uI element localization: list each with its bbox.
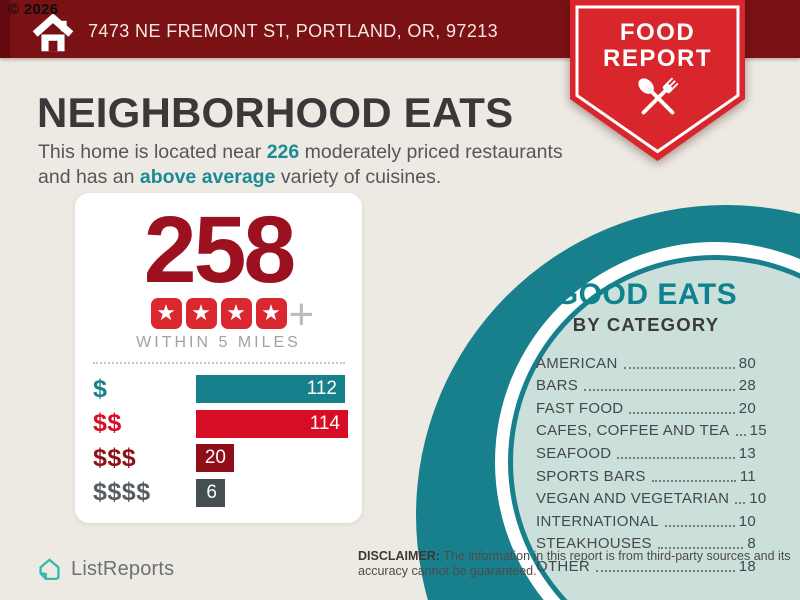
- spoon-fork-icon: [638, 77, 679, 115]
- category-row: INTERNATIONAL 10: [536, 507, 756, 530]
- category-row: STEAKHOUSES 8: [536, 530, 756, 553]
- dotted-leader: [629, 411, 735, 414]
- dotted-leader: [651, 479, 736, 482]
- dotted-leader: [657, 547, 744, 550]
- good-eats-subtitle: BY CATEGORY: [572, 314, 720, 335]
- category-value: 8: [747, 535, 756, 553]
- category-row: OTHER 18: [536, 552, 756, 575]
- category-value: 28: [738, 377, 756, 395]
- price-tier-label: $$: [93, 409, 122, 437]
- good-eats-title: GOOD EATS: [554, 278, 738, 311]
- price-tier-label: $$$$: [93, 478, 151, 506]
- dotted-leader: [596, 569, 735, 572]
- header-left-edge: [0, 0, 10, 58]
- category-label: SEAFOOD: [536, 444, 612, 462]
- dotted-leader: [623, 366, 735, 369]
- price-tier-row: $112: [93, 375, 348, 403]
- dotted-leader: [664, 524, 735, 527]
- category-row: AMERICAN 80: [536, 349, 756, 372]
- category-value: 13: [738, 444, 756, 462]
- category-label: CAFES, COFFEE AND TEA: [536, 422, 730, 440]
- category-row: FAST FOOD 20: [536, 394, 756, 417]
- category-value: 15: [749, 422, 767, 440]
- variety-highlight: above average: [139, 166, 276, 188]
- listreports-logo: ListReports: [36, 556, 174, 583]
- dotted-divider: [93, 362, 345, 364]
- home-icon: [32, 14, 74, 52]
- intro-lead-2: moderately priced restaurants and has an: [38, 141, 563, 188]
- price-tier-label: $$$: [93, 443, 137, 472]
- category-value: 80: [738, 354, 756, 372]
- star-rating: ★ ★ ★ ★ +: [75, 290, 362, 339]
- disclaimer-label: DISCLAIMER:: [358, 549, 440, 563]
- bar-fill: 6: [196, 478, 225, 507]
- dotted-leader: [584, 389, 735, 392]
- radius-caption: WITHIN 5 MILES: [136, 334, 301, 351]
- intro-text: This home is located near 226 moderately…: [38, 140, 586, 190]
- copyright-text: © 2026: [8, 1, 59, 18]
- star-icon: ★: [156, 301, 176, 326]
- intro-lead-3: variety of cuisines.: [275, 166, 442, 188]
- brand-name: ListReports: [71, 558, 175, 580]
- star-badge-icon: ★: [185, 298, 217, 329]
- badge-line-report: REPORT: [602, 45, 712, 72]
- disclaimer-text: The information in this report is from t…: [358, 549, 791, 578]
- star-badge-icon: ★: [255, 298, 287, 329]
- category-row: VEGAN AND VEGETARIAN 10: [536, 485, 766, 508]
- dotted-leader: [735, 502, 746, 505]
- food-report-badge: FOOD REPORT: [570, 0, 745, 166]
- page-title: NEIGHBORHOOD EATS: [37, 89, 514, 136]
- category-label: SPORTS BARS: [536, 467, 646, 485]
- category-list: AMERICAN 80 BARS 28 FAST FOOD 20 CAFES, COFFEE…: [536, 349, 767, 575]
- badge-title: FOOD REPORT: [570, 20, 745, 72]
- restaurant-count: 226: [266, 141, 300, 163]
- category-row: SEAFOOD 13: [536, 439, 756, 462]
- bar-fill: 20: [196, 444, 234, 472]
- price-tier-bar-chart: $112 $$ 114 $$$ 20 $$$$ 6: [93, 375, 348, 507]
- star-icon: ★: [261, 301, 281, 326]
- category-label: INTERNATIONAL: [536, 512, 659, 530]
- category-label: AMERICAN: [536, 354, 618, 372]
- star-badge-icon: ★: [220, 298, 252, 329]
- category-row: SPORTS BARS 11: [536, 462, 756, 485]
- price-tier-row: $$ 114: [93, 409, 348, 438]
- disclaimer: DISCLAIMER: The information in this repo…: [358, 549, 800, 578]
- badge-line-food: FOOD: [619, 19, 696, 46]
- category-label: OTHER: [536, 557, 590, 575]
- star-badge-icon: ★: [150, 298, 182, 329]
- intro-lead-1: This home is located near: [38, 141, 267, 163]
- category-value: 10: [749, 490, 767, 508]
- price-tier-row: $$$ 20: [93, 444, 348, 472]
- listreports-house-icon: [39, 558, 60, 580]
- bar-track: 112: [196, 375, 348, 403]
- good-eats-panel: GOOD EATS BY CATEGORY AMERICAN 80 BARS 28 FA…: [536, 278, 767, 575]
- total-restaurant-count: 258: [143, 197, 297, 303]
- ribbon-shape: [570, 0, 745, 161]
- dotted-leader: [617, 456, 735, 459]
- plus-sign: +: [288, 290, 315, 339]
- bar-fill: 112: [196, 375, 345, 403]
- dotted-leader: [735, 434, 746, 437]
- category-value: 10: [738, 512, 756, 530]
- category-label: VEGAN AND VEGETARIAN: [536, 490, 730, 508]
- bar-track: 6: [196, 478, 348, 507]
- summary-card: 258 ★ ★ ★ ★ + WITHIN 5 MILES $112 $$ 114 $$$ 20 $…: [75, 193, 362, 523]
- bar-track: 114: [196, 409, 348, 438]
- star-icon: ★: [191, 301, 211, 326]
- category-value: 11: [739, 467, 756, 485]
- category-label: STEAKHOUSES: [536, 535, 652, 553]
- price-tier-label: $: [93, 374, 108, 403]
- category-value: 20: [738, 399, 756, 417]
- category-row: BARS 28: [536, 372, 756, 395]
- star-icon: ★: [226, 301, 246, 326]
- category-label: BARS: [536, 377, 579, 395]
- property-address: 7473 NE FREMONT ST, PORTLAND, OR, 97213: [88, 21, 499, 41]
- bar-fill: 114: [196, 409, 348, 438]
- price-tier-row: $$$$ 6: [93, 478, 348, 507]
- bar-track: 20: [196, 444, 348, 472]
- category-value: 18: [738, 557, 756, 575]
- category-row: CAFES, COFFEE AND TEA 15: [536, 417, 767, 440]
- category-label: FAST FOOD: [536, 399, 624, 417]
